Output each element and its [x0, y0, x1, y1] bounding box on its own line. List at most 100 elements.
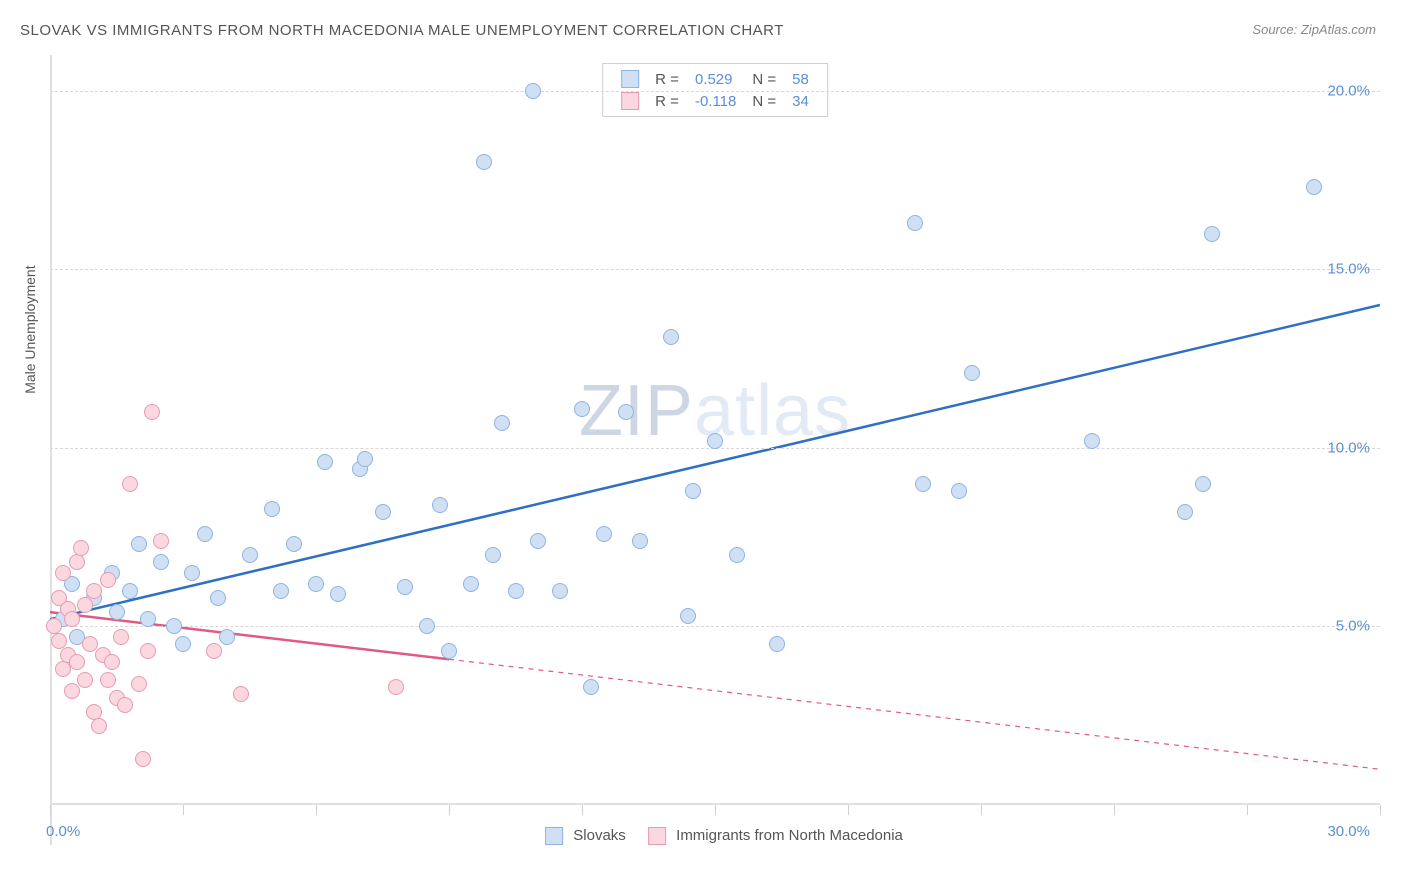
data-point	[113, 629, 129, 645]
data-point	[964, 365, 980, 381]
data-point	[64, 683, 80, 699]
data-point	[663, 329, 679, 345]
r-label: R =	[647, 90, 687, 112]
data-point	[397, 579, 413, 595]
n-value: 34	[784, 90, 817, 112]
source-value: ZipAtlas.com	[1301, 22, 1376, 37]
r-value: -0.118	[687, 90, 744, 112]
n-label: N =	[744, 68, 784, 90]
data-point	[264, 501, 280, 517]
x-tick	[1380, 805, 1381, 815]
gridline	[50, 269, 1380, 270]
data-point	[184, 565, 200, 581]
data-point	[1177, 504, 1193, 520]
data-point	[140, 611, 156, 627]
data-point	[769, 636, 785, 652]
legend-swatch-slovaks	[545, 827, 563, 845]
data-point	[494, 415, 510, 431]
data-point	[51, 633, 67, 649]
data-point	[100, 572, 116, 588]
legend-swatch-macedonia	[621, 92, 639, 110]
x-tick	[183, 805, 184, 815]
source-label: Source:	[1252, 22, 1297, 37]
n-value: 58	[784, 68, 817, 90]
data-point	[375, 504, 391, 520]
legend-label-macedonia: Immigrants from North Macedonia	[676, 827, 903, 844]
data-point	[166, 618, 182, 634]
x-tick-zero: 0.0%	[46, 823, 80, 840]
data-point	[552, 583, 568, 599]
data-point	[77, 672, 93, 688]
legend-swatch-slovaks	[621, 70, 639, 88]
data-point	[632, 533, 648, 549]
y-axis-label: Male Unemployment	[22, 265, 38, 393]
data-point	[153, 554, 169, 570]
data-point	[388, 679, 404, 695]
data-point	[729, 547, 745, 563]
data-point	[131, 536, 147, 552]
data-point	[525, 83, 541, 99]
data-point	[317, 454, 333, 470]
data-point	[907, 215, 923, 231]
y-tick-label: 15.0%	[1327, 261, 1370, 278]
data-point	[175, 636, 191, 652]
data-point	[1084, 433, 1100, 449]
data-point	[530, 533, 546, 549]
data-point	[69, 554, 85, 570]
x-tick	[50, 805, 51, 815]
data-point	[1195, 476, 1211, 492]
data-point	[219, 629, 235, 645]
data-point	[210, 590, 226, 606]
x-tick-max: 30.0%	[1327, 823, 1370, 840]
data-point	[69, 654, 85, 670]
data-point	[286, 536, 302, 552]
source-attribution: Source: ZipAtlas.com	[1252, 22, 1376, 37]
data-point	[508, 583, 524, 599]
y-axis	[50, 55, 52, 845]
data-point	[135, 751, 151, 767]
x-tick	[848, 805, 849, 815]
data-point	[485, 547, 501, 563]
y-tick-label: 10.0%	[1327, 439, 1370, 456]
x-tick	[715, 805, 716, 815]
data-point	[476, 154, 492, 170]
legend-stats-row: R = -0.118 N = 34	[613, 90, 817, 112]
legend-stats-row: R = 0.529 N = 58	[613, 68, 817, 90]
data-point	[144, 404, 160, 420]
data-point	[206, 643, 222, 659]
chart-title: SLOVAK VS IMMIGRANTS FROM NORTH MACEDONI…	[20, 22, 784, 39]
data-point	[77, 597, 93, 613]
data-point	[140, 643, 156, 659]
x-tick	[316, 805, 317, 815]
plot-area: Male Unemployment ZIPatlas R = 0.529 N =…	[50, 55, 1380, 845]
trend-lines	[50, 55, 1380, 845]
data-point	[73, 540, 89, 556]
data-point	[55, 565, 71, 581]
data-point	[109, 604, 125, 620]
data-point	[441, 643, 457, 659]
data-point	[463, 576, 479, 592]
gridline	[50, 626, 1380, 627]
n-label: N =	[744, 90, 784, 112]
data-point	[233, 686, 249, 702]
legend-swatch-macedonia	[648, 827, 666, 845]
data-point	[419, 618, 435, 634]
x-tick	[582, 805, 583, 815]
r-label: R =	[647, 68, 687, 90]
data-point	[685, 483, 701, 499]
data-point	[574, 401, 590, 417]
legend-label-slovaks: Slovaks	[573, 827, 626, 844]
data-point	[117, 697, 133, 713]
data-point	[153, 533, 169, 549]
data-point	[64, 611, 80, 627]
data-point	[197, 526, 213, 542]
data-point	[91, 718, 107, 734]
data-point	[308, 576, 324, 592]
data-point	[100, 672, 116, 688]
data-point	[583, 679, 599, 695]
y-tick-label: 5.0%	[1336, 618, 1370, 635]
trend-line	[50, 305, 1380, 619]
data-point	[951, 483, 967, 499]
data-point	[242, 547, 258, 563]
data-point	[86, 583, 102, 599]
